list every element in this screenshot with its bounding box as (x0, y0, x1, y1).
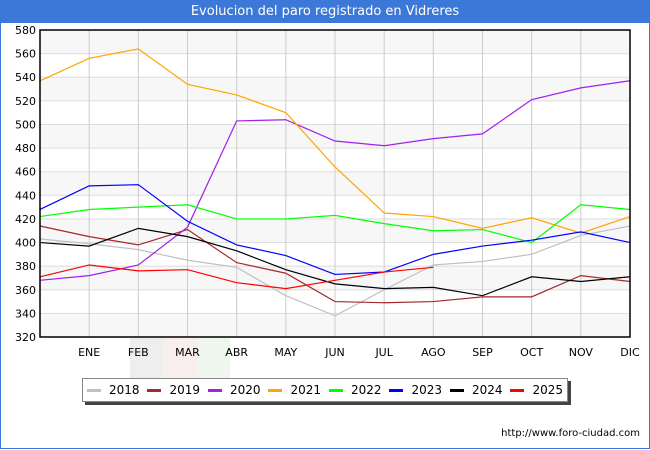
y-tick-label: 320 (15, 331, 36, 344)
x-tick-label: JUN (324, 346, 345, 359)
y-tick-label: 460 (15, 166, 36, 179)
legend-swatch (510, 388, 525, 392)
y-tick-label: 420 (15, 213, 36, 226)
x-tick-label: MAR (175, 346, 200, 359)
footer-url[interactable]: http://www.foro-ciudad.com (501, 428, 640, 439)
legend-swatch (389, 388, 404, 392)
legend-label: 2018 (108, 383, 140, 397)
legend-label: 2025 (532, 383, 564, 397)
legend-item-2021: 2021 (268, 383, 321, 397)
legend-swatch (268, 388, 283, 392)
series-line-2022 (39, 204, 631, 244)
legend-item-2018: 2018 (86, 383, 140, 397)
series-line-2024 (39, 227, 631, 297)
y-tick-label: 580 (15, 24, 36, 37)
legend-swatch (147, 388, 162, 392)
x-tick-label: ENE (78, 346, 100, 359)
legend-item-2022: 2022 (328, 383, 382, 397)
legend-label: 2019 (169, 383, 201, 397)
y-tick-label: 360 (15, 284, 36, 297)
series-line-2025 (39, 264, 434, 290)
legend-label: 2023 (411, 383, 443, 397)
x-tick-label: MAY (274, 346, 297, 359)
legend-label: 2024 (471, 383, 503, 397)
x-tick-label: OCT (520, 346, 543, 359)
legend-item-2023: 2023 (389, 383, 442, 397)
series-line-2018 (39, 225, 631, 317)
legend-item-2019: 2019 (147, 383, 200, 397)
chart-title: Evolucion del paro registrado en Vidrere… (0, 0, 650, 23)
y-tick-label: 480 (15, 142, 36, 155)
legend-label: 2020 (229, 383, 261, 397)
legend-swatch (207, 388, 222, 392)
y-tick-label: 500 (15, 118, 36, 131)
y-tick-label: 400 (15, 237, 36, 250)
legend-swatch (449, 388, 464, 392)
y-tick-label: 440 (15, 189, 36, 202)
legend-item-2024: 2024 (449, 383, 503, 397)
x-tick-label: DIC (620, 346, 640, 359)
legend-swatch (86, 388, 101, 392)
y-tick-label: 340 (15, 307, 36, 320)
y-tick-label: 560 (15, 48, 36, 61)
legend-label: 2022 (350, 383, 382, 397)
legend-swatch (328, 388, 343, 392)
legend-item-2025: 2025 (510, 383, 563, 397)
x-tick-label: AGO (421, 346, 446, 359)
legend: 2018 2019 2020 2021 2022 2023 2024 2025 (82, 378, 568, 402)
x-tick-label: FEB (128, 346, 149, 359)
x-tick-label: JUL (374, 346, 393, 359)
y-tick-label: 540 (15, 71, 36, 84)
x-tick-label: ABR (225, 346, 248, 359)
series-line-2019 (39, 225, 631, 304)
series-line-2020 (39, 80, 631, 281)
y-tick-label: 380 (15, 260, 36, 273)
series-line-2021 (39, 48, 631, 234)
watermark-flag (130, 337, 230, 379)
x-tick-label: NOV (569, 346, 594, 359)
legend-label: 2021 (290, 383, 322, 397)
x-tick-label: SEP (472, 346, 493, 359)
legend-item-2020: 2020 (207, 383, 261, 397)
series-line-2023 (39, 184, 631, 276)
plot-border (39, 29, 631, 338)
y-tick-label: 520 (15, 95, 36, 108)
